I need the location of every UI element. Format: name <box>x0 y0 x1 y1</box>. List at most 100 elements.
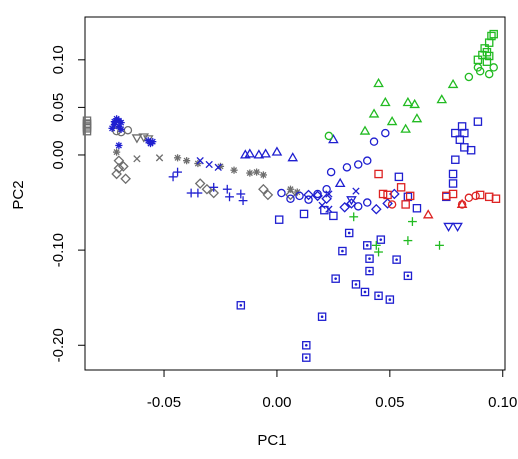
data-point <box>374 247 383 257</box>
data-point <box>334 177 346 188</box>
data-point <box>230 166 238 174</box>
data-point <box>448 169 458 179</box>
data-point <box>482 47 492 57</box>
x-tick-label: 0.10 <box>488 394 517 411</box>
data-point <box>115 141 123 150</box>
data-point <box>460 143 469 152</box>
data-point <box>373 77 384 88</box>
data-point <box>253 149 265 159</box>
x-axis: -0.05 0.00 0.05 0.10 <box>147 369 517 411</box>
data-point <box>352 187 360 195</box>
data-point <box>244 148 256 158</box>
data-point <box>287 152 299 162</box>
data-point <box>322 184 331 194</box>
data-point <box>363 156 372 165</box>
data-point <box>208 187 220 199</box>
data-point <box>368 108 380 118</box>
data-point <box>379 96 391 107</box>
data-point <box>475 66 485 76</box>
data-point <box>277 188 286 198</box>
data-point <box>371 240 381 250</box>
data-point <box>456 198 468 208</box>
data-point <box>381 128 390 138</box>
data-point <box>473 117 483 126</box>
data-point <box>436 94 448 104</box>
data-point <box>435 240 444 250</box>
data-point <box>482 57 492 66</box>
data-point <box>238 196 248 206</box>
data-point <box>455 135 465 144</box>
y-axis-label: PC2 <box>10 180 27 209</box>
data-point <box>374 291 383 301</box>
data-point <box>260 148 271 158</box>
data-point <box>225 192 234 202</box>
data-point <box>365 254 374 263</box>
data-point <box>369 137 379 146</box>
data-point <box>338 246 347 256</box>
data-point <box>386 115 398 126</box>
data-point <box>484 69 494 79</box>
data-point <box>484 192 494 202</box>
data-point <box>376 235 386 244</box>
data-point <box>339 201 350 213</box>
data-point <box>489 29 498 39</box>
data-point <box>403 236 413 245</box>
data-point <box>155 154 164 162</box>
y-axis: 0.10 0.05 0.00 -0.10 -0.20 <box>50 45 86 362</box>
data-point <box>353 202 363 211</box>
data-point <box>117 125 125 133</box>
data-point <box>295 191 304 201</box>
data-point <box>471 191 480 201</box>
y-tick-label: 0.00 <box>50 140 67 169</box>
x-tick-label: 0.00 <box>262 394 291 411</box>
data-point <box>236 189 246 199</box>
data-point <box>489 63 498 72</box>
data-point <box>331 274 340 283</box>
data-point <box>258 183 269 195</box>
data-point <box>312 190 323 202</box>
data-point <box>351 280 361 289</box>
data-point <box>405 191 415 201</box>
data-point <box>374 169 383 179</box>
y-tick-label: 0.05 <box>50 93 67 122</box>
data-point <box>138 133 150 143</box>
x-tick-label: -0.05 <box>147 394 181 411</box>
data-point <box>144 137 152 145</box>
data-point <box>113 155 125 166</box>
y-tick-label: -0.20 <box>50 328 67 362</box>
data-point <box>303 189 314 201</box>
data-point <box>108 124 116 132</box>
data-point <box>447 78 459 89</box>
data-point <box>321 193 332 205</box>
data-point <box>209 182 219 192</box>
data-point <box>183 157 191 165</box>
y-tick-label: -0.10 <box>50 233 67 267</box>
data-point <box>451 128 460 138</box>
data-point <box>401 200 410 209</box>
data-point <box>317 312 327 321</box>
data-point <box>349 212 359 222</box>
data-point <box>259 171 267 179</box>
data-points <box>82 29 501 362</box>
data-point <box>400 123 411 133</box>
data-point <box>487 31 496 41</box>
data-point <box>370 203 382 215</box>
data-point <box>113 162 125 174</box>
data-point <box>168 172 178 182</box>
data-point <box>286 185 295 193</box>
data-point <box>385 295 395 304</box>
data-point <box>464 193 474 203</box>
data-point <box>365 266 374 276</box>
data-point <box>383 190 392 200</box>
data-point <box>464 72 474 82</box>
data-point <box>236 301 246 310</box>
data-point <box>466 145 476 155</box>
data-point <box>214 163 222 171</box>
data-point <box>285 189 296 201</box>
data-point <box>353 160 363 169</box>
data-point <box>403 271 413 281</box>
data-point <box>473 55 483 65</box>
data-point <box>131 134 143 144</box>
x-tick-label: 0.05 <box>375 394 404 411</box>
